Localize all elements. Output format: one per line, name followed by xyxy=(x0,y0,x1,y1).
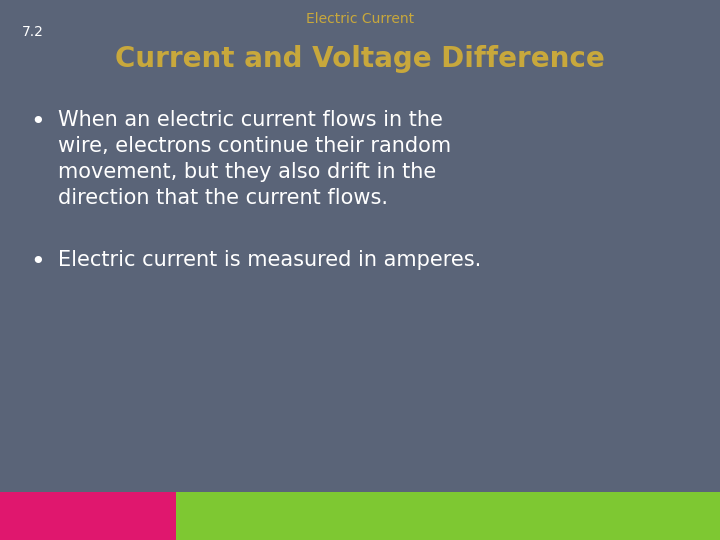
Bar xyxy=(176,492,720,540)
Text: wire, electrons continue their random: wire, electrons continue their random xyxy=(58,136,451,156)
Text: Current and Voltage Difference: Current and Voltage Difference xyxy=(115,45,605,73)
Text: direction that the current flows.: direction that the current flows. xyxy=(58,188,388,208)
Text: When an electric current flows in the: When an electric current flows in the xyxy=(58,110,443,130)
Text: Electric current is measured in amperes.: Electric current is measured in amperes. xyxy=(58,250,481,270)
Text: •: • xyxy=(30,110,45,134)
Text: movement, but they also drift in the: movement, but they also drift in the xyxy=(58,162,436,182)
Text: •: • xyxy=(30,250,45,274)
Bar xyxy=(0,492,176,540)
Text: Electric Current: Electric Current xyxy=(306,12,414,26)
Text: 7.2: 7.2 xyxy=(22,25,44,39)
